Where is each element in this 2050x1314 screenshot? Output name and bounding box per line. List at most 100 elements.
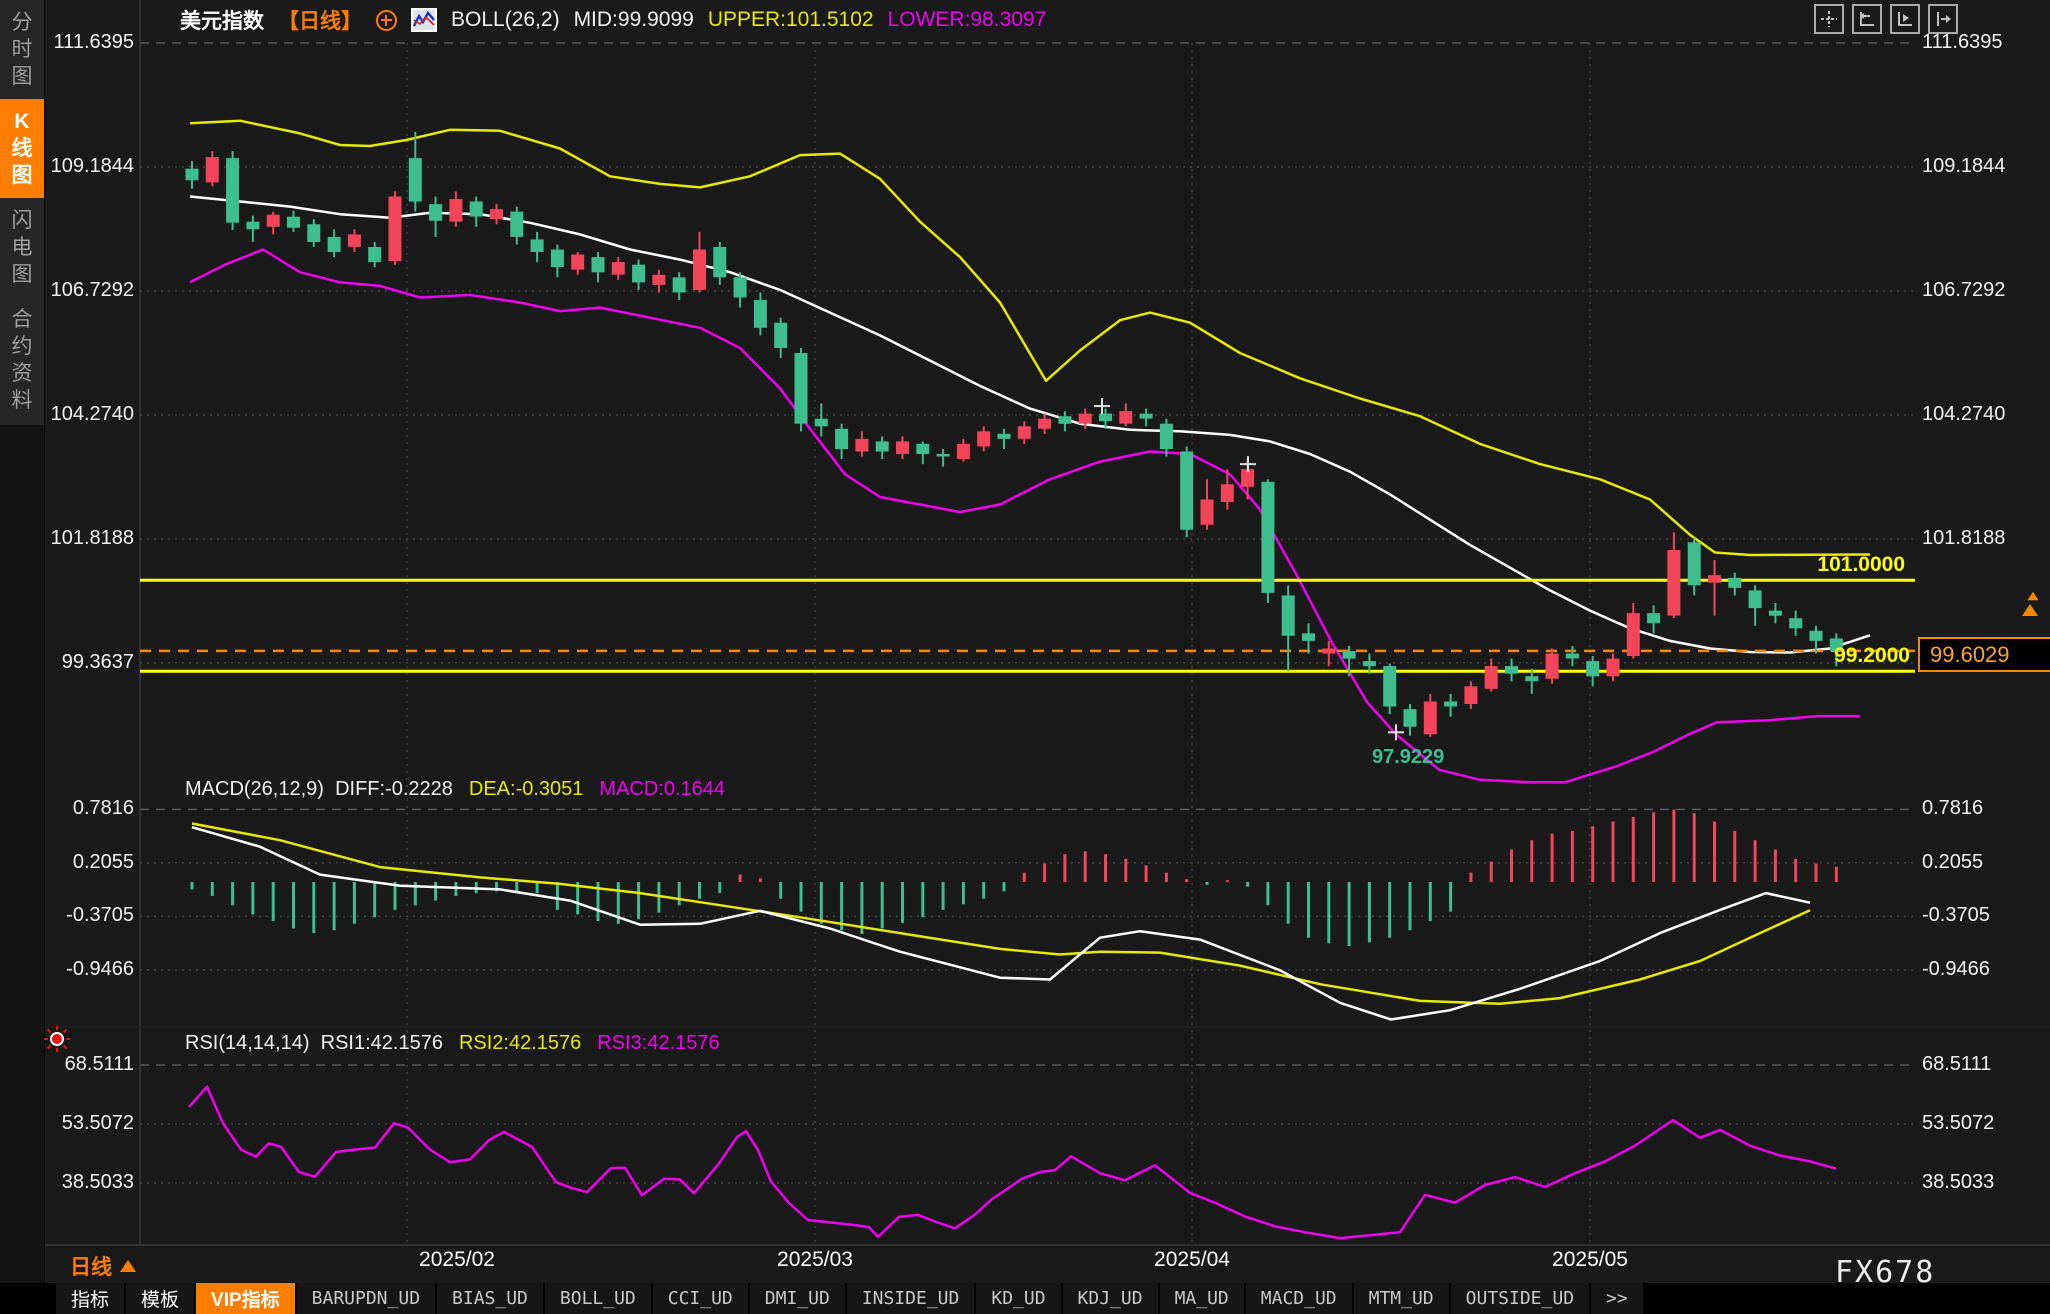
macd-axis-label-left: -0.9466	[66, 957, 134, 980]
sidebar-item-char: 分	[11, 11, 33, 34]
boll-mid-value: MID:99.9099	[573, 8, 694, 31]
x-axis-month-label: 2025/03	[777, 1248, 853, 1271]
macd-params-label: MACD(26,12,9) DIFF:-0.2228	[185, 778, 453, 800]
sidebar-item-char: 线	[11, 137, 33, 160]
price-axis-label-left: 104.2740	[50, 402, 134, 425]
price-axis-label-left: 106.7292	[50, 278, 134, 301]
alert-blink-icon[interactable]	[42, 1024, 72, 1054]
rsi-axis-label-right: 53.5072	[1922, 1112, 1995, 1134]
add-indicator-icon[interactable]	[376, 9, 397, 31]
price-axis-label-left: 111.6395	[53, 31, 134, 53]
sidebar-item-char: 资	[11, 362, 33, 385]
sidebar-item-char: 电	[11, 236, 33, 259]
rsi-params-label: RSI(14,14,14) RSI1:42.1576	[185, 1032, 443, 1054]
sidebar-item-char: 时	[11, 38, 33, 61]
sidebar-item-char: 料	[11, 389, 33, 412]
tab-VIP[interactable]: VIP指标	[196, 1283, 297, 1314]
boll-lower-value: LOWER:98.3097	[887, 8, 1047, 31]
tab-CCI_UD[interactable]: CCI_UD	[652, 1283, 750, 1314]
chart-style-icon[interactable]	[411, 8, 437, 32]
axis-zoom-out-icon[interactable]	[1852, 4, 1882, 34]
tab-DMI_UD[interactable]: DMI_UD	[749, 1283, 847, 1314]
tab-OUTSIDE_UD[interactable]: OUTSIDE_UD	[1450, 1283, 1592, 1314]
tab-BIAS_UD[interactable]: BIAS_UD	[437, 1283, 545, 1314]
rsi2-value: RSI2:42.1576	[458, 1032, 582, 1054]
price-axis-label-left: 101.8188	[50, 526, 134, 549]
tab-[interactable]: 模板	[126, 1283, 197, 1314]
sidebar-item-char: K	[14, 110, 30, 133]
footer-period-label: 日线	[70, 1256, 112, 1279]
tab->>[interactable]: >>	[1591, 1283, 1645, 1314]
macd-axis-label-left: 0.2055	[72, 850, 134, 873]
swing-low-annotation: 97.9229	[1372, 745, 1445, 768]
x-axis-month-label: 2025/02	[419, 1248, 495, 1271]
sidebar-empty-area	[0, 425, 44, 1283]
tab-INSIDE_UD[interactable]: INSIDE_UD	[846, 1283, 977, 1314]
price-axis-label-right: 111.6395	[1922, 31, 2003, 53]
indicator-tab-bar: 指标 模板 VIP指标 BARUPDN_UD BIAS_UD BOLL_UD CCI_UD D…	[0, 1283, 2050, 1314]
x-axis-month-label: 2025/04	[1154, 1248, 1230, 1271]
last-price-box: 99.6029	[1918, 636, 2050, 672]
axis-zoom-in-icon[interactable]	[1890, 4, 1920, 34]
sidebar-item-char: 图	[11, 65, 33, 88]
symbol-name: 美元指数	[180, 10, 264, 33]
price-axis-label-left: 99.3637	[61, 650, 134, 673]
chart-header: 美元指数 【日线】 BOLL(26,2) MID:99.9099 UPPER:1…	[180, 6, 1046, 34]
tab-MTM_UD[interactable]: MTM_UD	[1353, 1283, 1451, 1314]
rsi-axis-label-left: 38.5033	[61, 1171, 134, 1194]
price-up-arrow-icon	[2027, 591, 2039, 601]
macd-axis-label-left: -0.3705	[66, 904, 134, 927]
tab-BOLL_UD[interactable]: BOLL_UD	[544, 1283, 653, 1314]
tab-KD_UD[interactable]: KD_UD	[976, 1283, 1063, 1314]
boll-params-label: BOLL(26,2)	[451, 8, 560, 31]
macd-axis-label-right: 0.2055	[1922, 850, 1984, 873]
footer-period-selector[interactable]: 日线	[70, 1251, 136, 1281]
sidebar-item-2[interactable]: 闪电图	[0, 198, 44, 297]
tabbar-spacer	[0, 1283, 56, 1314]
macd-value: MACD:0.1644	[599, 778, 726, 800]
sidebar-item-char: 合	[11, 308, 33, 331]
rsi-axis-label-left: 68.5111	[64, 1053, 134, 1075]
scroll-right-icon[interactable]	[1928, 4, 1958, 34]
price-axis-label-right: 109.1844	[1922, 154, 2006, 177]
macd-axis-label-right: -0.3705	[1922, 904, 1990, 927]
rsi-axis-label-left: 53.5072	[61, 1112, 134, 1134]
tab-[interactable]: 指标	[56, 1283, 127, 1314]
sidebar-item-3[interactable]: 合约资料	[0, 297, 44, 423]
price-axis-label-left: 109.1844	[50, 154, 134, 177]
sidebar-item-char: 约	[11, 335, 33, 358]
tab-MA_UD[interactable]: MA_UD	[1159, 1283, 1246, 1314]
pan-crosshair-icon[interactable]	[1814, 4, 1844, 34]
price-up-arrow-icon	[2022, 604, 2038, 616]
period-tag[interactable]: 【日线】	[278, 10, 362, 33]
period-up-triangle-icon	[120, 1260, 136, 1272]
macd-axis-label-right: 0.7816	[1922, 797, 1984, 820]
support-price-label: 99.2000	[1834, 644, 1910, 668]
sidebar-item-char: 闪	[11, 209, 33, 232]
macd-title-row: MACD(26,12,9) DIFF:-0.2228 DEA:-0.3051 M…	[185, 778, 725, 801]
macd-dea-value: DEA:-0.3051	[468, 778, 584, 800]
tab-BARUPDN_UD[interactable]: BARUPDN_UD	[296, 1283, 438, 1314]
tab-KDJ_UD[interactable]: KDJ_UD	[1062, 1283, 1160, 1314]
price-axis-label-right: 106.7292	[1922, 278, 2006, 301]
price-axis-label-right: 104.2740	[1922, 402, 2006, 425]
chart-toolbar	[1814, 4, 1958, 34]
rsi-axis-label-right: 38.5033	[1922, 1171, 1995, 1194]
resistance-price-label: 101.0000	[1817, 553, 1905, 577]
sidebar-item-char: 图	[11, 263, 33, 286]
rsi-title-row: RSI(14,14,14) RSI1:42.1576 RSI2:42.1576 …	[185, 1032, 720, 1055]
sidebar-item-0[interactable]: 分时图	[0, 0, 44, 99]
rsi-axis-label-right: 68.5111	[1922, 1053, 1992, 1075]
x-axis-month-label: 2025/05	[1552, 1248, 1628, 1271]
macd-axis-label-left: 0.7816	[72, 797, 134, 820]
macd-axis-label-right: -0.9466	[1922, 957, 1990, 980]
tab-MACD_UD[interactable]: MACD_UD	[1245, 1283, 1354, 1314]
sidebar-item-char: 图	[11, 164, 33, 187]
price-axis-label-right: 101.8188	[1922, 526, 2006, 549]
boll-upper-value: UPPER:101.5102	[707, 8, 874, 31]
